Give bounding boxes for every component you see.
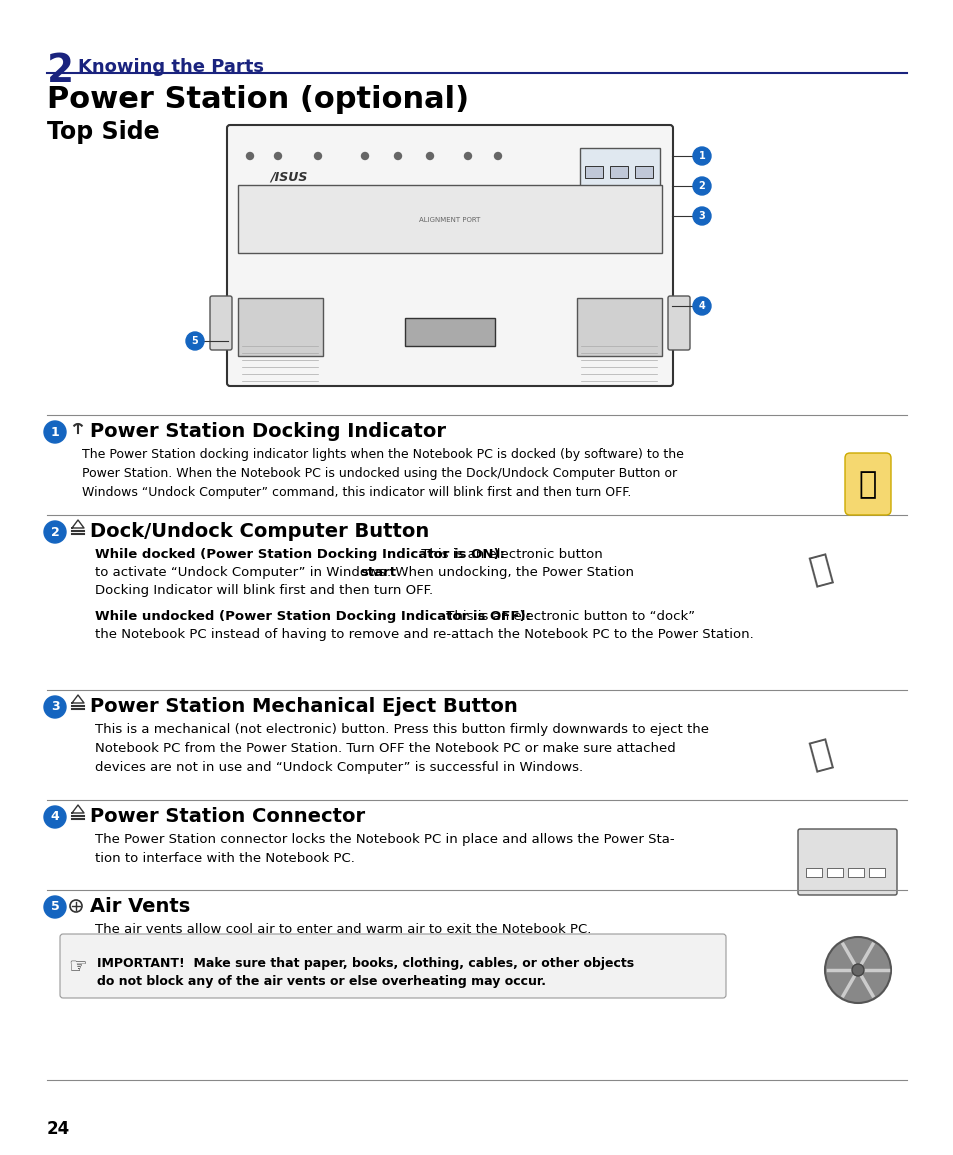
Text: This is an electronic button to “dock”: This is an electronic button to “dock” (441, 610, 695, 623)
Bar (584, 166, 602, 178)
Text: 5: 5 (51, 901, 59, 914)
Text: 3: 3 (51, 700, 59, 714)
Circle shape (44, 896, 66, 918)
Circle shape (44, 696, 66, 718)
FancyBboxPatch shape (210, 296, 232, 350)
Text: 3: 3 (698, 211, 704, 221)
Circle shape (692, 177, 710, 195)
Circle shape (692, 147, 710, 165)
Bar (405, 318, 495, 346)
Text: Air Vents: Air Vents (90, 897, 190, 916)
FancyBboxPatch shape (844, 453, 890, 515)
Bar (237, 298, 323, 356)
Circle shape (246, 152, 253, 159)
Text: 24: 24 (47, 1120, 71, 1138)
Text: Power Station (optional): Power Station (optional) (47, 85, 469, 114)
Circle shape (186, 331, 204, 350)
Text: to activate “Undock Computer” in Windows: to activate “Undock Computer” in Windows (95, 566, 390, 579)
Bar (609, 166, 627, 178)
Text: ✋: ✋ (804, 736, 834, 774)
Text: The air vents allow cool air to enter and warm air to exit the Notebook PC.: The air vents allow cool air to enter an… (95, 923, 591, 936)
Text: While docked (Power Station Docking Indicator is ON):: While docked (Power Station Docking Indi… (95, 547, 504, 561)
Text: ☞: ☞ (69, 957, 88, 977)
Text: /ISUS: /ISUS (270, 170, 307, 182)
Circle shape (44, 422, 66, 444)
Circle shape (44, 806, 66, 828)
Text: 1: 1 (698, 151, 704, 161)
Circle shape (44, 521, 66, 543)
Text: 💡: 💡 (858, 470, 876, 499)
Text: 2: 2 (47, 52, 74, 90)
Circle shape (274, 152, 281, 159)
Text: Docking Indicator will blink first and then turn OFF.: Docking Indicator will blink first and t… (95, 584, 433, 597)
Circle shape (426, 152, 433, 159)
Text: do not block any of the air vents or else overheating may occur.: do not block any of the air vents or els… (97, 975, 545, 988)
Circle shape (494, 152, 501, 159)
Text: 2: 2 (698, 181, 704, 191)
Circle shape (824, 937, 890, 1003)
Text: Dock/Undock Computer Button: Dock/Undock Computer Button (90, 522, 429, 541)
Text: 5: 5 (192, 336, 198, 346)
Circle shape (464, 152, 471, 159)
Text: While undocked (Power Station Docking Indicator is OFF):: While undocked (Power Station Docking In… (95, 610, 531, 623)
Circle shape (314, 152, 321, 159)
Bar (868, 869, 884, 877)
Text: Power Station Mechanical Eject Button: Power Station Mechanical Eject Button (90, 696, 517, 716)
Text: This is a mechanical (not electronic) button. Press this button firmly downwards: This is a mechanical (not electronic) bu… (95, 723, 708, 774)
FancyBboxPatch shape (797, 829, 896, 895)
FancyBboxPatch shape (60, 934, 725, 998)
Text: ALIGNMENT PORT: ALIGNMENT PORT (419, 217, 480, 223)
Circle shape (851, 964, 863, 976)
Bar (579, 148, 659, 193)
Circle shape (692, 207, 710, 225)
Text: Top Side: Top Side (47, 120, 159, 144)
Circle shape (692, 297, 710, 315)
Text: The Power Station connector locks the Notebook PC in place and allows the Power : The Power Station connector locks the No… (95, 833, 674, 865)
Text: . When undocking, the Power Station: . When undocking, the Power Station (387, 566, 634, 579)
Bar (635, 166, 652, 178)
Bar (847, 869, 863, 877)
Text: the Notebook PC instead of having to remove and re-attach the Notebook PC to the: the Notebook PC instead of having to rem… (95, 628, 753, 641)
Circle shape (395, 152, 401, 159)
Text: IMPORTANT!  Make sure that paper, books, clothing, cables, or other objects: IMPORTANT! Make sure that paper, books, … (97, 957, 634, 970)
Text: Power Station Connector: Power Station Connector (90, 807, 365, 826)
Text: start: start (359, 566, 395, 579)
Text: 4: 4 (698, 301, 704, 311)
Bar (577, 298, 661, 356)
Circle shape (361, 152, 368, 159)
Bar (805, 869, 821, 877)
Text: Power Station Docking Indicator: Power Station Docking Indicator (90, 422, 446, 441)
Text: 1: 1 (51, 425, 59, 439)
Text: Knowing the Parts: Knowing the Parts (78, 58, 264, 76)
Text: This is an electronic button: This is an electronic button (416, 547, 602, 561)
Text: 4: 4 (51, 811, 59, 824)
Text: The Power Station docking indicator lights when the Notebook PC is docked (by so: The Power Station docking indicator ligh… (82, 448, 683, 499)
Bar (237, 185, 661, 253)
Text: 2: 2 (51, 526, 59, 538)
FancyBboxPatch shape (227, 125, 672, 386)
FancyBboxPatch shape (667, 296, 689, 350)
Bar (826, 869, 842, 877)
Text: ✋: ✋ (804, 551, 834, 589)
